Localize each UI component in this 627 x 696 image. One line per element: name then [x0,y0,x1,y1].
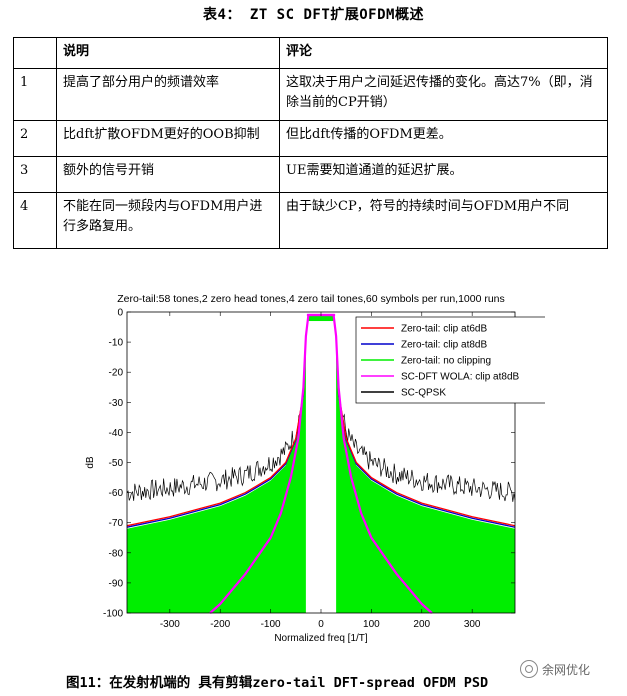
x-axis-label: Normalized freq [1/T] [274,633,368,644]
y-tick-label: -20 [109,368,124,379]
psd-chart-svg: Zero-tail:58 tones,2 zero head tones,4 z… [85,293,545,644]
legend-entry: Zero-tail: clip at8dB [401,340,487,351]
table-row: 1 提高了部分用户的频谱效率 这取决于用户之间延迟传播的变化。高达7%（即，消除… [13,68,608,121]
y-tick-label: -30 [109,398,124,409]
row-description: 比dft扩散OFDM更好的OOB抑制 [56,120,280,157]
y-tick-label: -70 [109,518,124,529]
y-tick-label: -80 [109,548,124,559]
legend-entry: SC-QPSK [401,388,446,399]
row-index: 4 [13,192,57,249]
wechat-icon [520,660,538,678]
row-index: 2 [13,120,57,157]
table-header-row: 说明 评论 [13,37,608,69]
row-description: 不能在同一频段内与OFDM用户进行多路复用。 [56,192,280,249]
x-tick-label: -100 [261,619,281,630]
summary-table: 说明 评论 1 提高了部分用户的频谱效率 这取决于用户之间延迟传播的变化。高达7… [13,37,608,249]
y-tick-label: -50 [109,458,124,469]
table-row: 3 额外的信号开销 UE需要知道通道的延迟扩展。 [13,156,608,193]
y-axis-label: dB [85,456,96,469]
x-tick-label: -300 [160,619,180,630]
legend-entry: Zero-tail: no clipping [401,356,491,367]
row-description: 额外的信号开销 [56,156,280,193]
row-index: 1 [13,68,57,121]
watermark-text: 余网优化 [542,662,591,677]
y-tick-label: -90 [109,578,124,589]
watermark: 余网优化 [520,660,590,678]
chart-title: Zero-tail:58 tones,2 zero head tones,4 z… [117,293,505,305]
legend-entry: SC-DFT WOLA: clip at8dB [401,372,520,383]
row-comment: 这取决于用户之间延迟传播的变化。高达7%（即，消除当前的CP开销） [279,68,608,121]
row-description: 提高了部分用户的频谱效率 [56,68,280,121]
header-cell-index [13,37,57,69]
row-index: 3 [13,156,57,193]
x-tick-label: -200 [210,619,230,630]
y-tick-label: -60 [109,488,124,499]
x-tick-label: 100 [363,619,380,630]
y-tick-label: -10 [109,338,124,349]
psd-chart: Zero-tail:58 tones,2 zero head tones,4 z… [75,290,545,650]
row-comment: 但比dft传播的OFDM更差。 [279,120,608,157]
x-tick-label: 0 [318,619,324,630]
row-comment: UE需要知道通道的延迟扩展。 [279,156,608,193]
y-tick-label: -40 [109,428,124,439]
header-cell-description: 说明 [56,37,280,69]
row-comment: 由于缺少CP，符号的持续时间与OFDM用户不同 [279,192,608,249]
center-band [305,321,337,613]
x-tick-label: 300 [464,619,481,630]
y-tick-label: -100 [103,609,123,620]
x-tick-label: 200 [413,619,430,630]
header-cell-comment: 评论 [279,37,608,69]
figure-caption: 图11：在发射机端的 具有剪辑zero-tail DFT-spread OFDM… [66,675,489,691]
y-tick-label: 0 [117,308,123,319]
table-row: 2 比dft扩散OFDM更好的OOB抑制 但比dft传播的OFDM更差。 [13,120,608,157]
table-caption: 表4： ZT SC DFT扩展OFDM概述 [203,7,424,23]
legend-entry: Zero-tail: clip at6dB [401,324,487,335]
table-row: 4 不能在同一频段内与OFDM用户进行多路复用。 由于缺少CP，符号的持续时间与… [13,192,608,249]
